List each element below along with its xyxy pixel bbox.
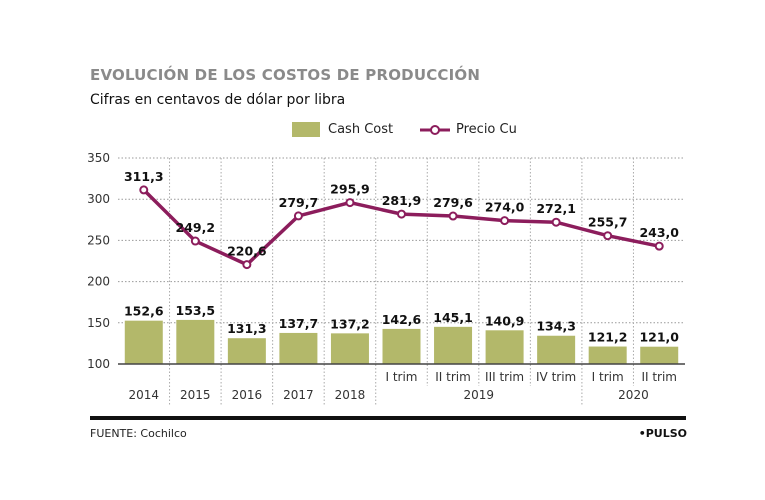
bar-cash-cost (537, 335, 576, 364)
legend-cash-cost: Cash Cost (292, 122, 393, 137)
point-precio-cu (654, 241, 664, 251)
line-data-label: 249,2 (176, 220, 216, 235)
x-tick-label: III trim (485, 370, 524, 384)
bar-cash-cost (640, 346, 679, 364)
point-precio-cu (242, 260, 252, 270)
bar-cash-cost (279, 332, 318, 364)
point-precio-cu (551, 217, 561, 227)
x-tick-label: II trim (641, 370, 677, 384)
line-data-label: 279,7 (279, 195, 319, 210)
bar-cash-cost (330, 333, 369, 364)
bar-cash-cost (124, 320, 163, 364)
point-precio-cu (500, 216, 510, 226)
line-data-label: 311,3 (124, 169, 164, 184)
y-tick-label: 350 (87, 151, 110, 165)
y-tick-label: 150 (87, 316, 110, 330)
brand-logo: •PULSO (638, 427, 687, 440)
point-precio-cu (190, 236, 200, 246)
legend-precio-cu: Precio Cu (420, 122, 517, 137)
bar-data-label: 131,3 (227, 321, 267, 336)
x-group-label: 2019 (464, 388, 495, 402)
legend-label: Cash Cost (328, 122, 394, 137)
bar-cash-cost (227, 338, 266, 364)
x-tick-label: I trim (385, 370, 417, 384)
line-data-label: 255,7 (588, 215, 628, 230)
line-data-label: 220,6 (227, 244, 267, 259)
x-tick-label: 2014 (128, 388, 159, 402)
bar-cash-cost (485, 330, 524, 364)
bar-data-label: 153,5 (176, 303, 216, 318)
bar-data-label: 145,1 (433, 310, 473, 325)
chart-subtitle: Cifras en centavos de dólar por libra (90, 92, 346, 108)
line-data-label: 295,9 (330, 182, 370, 197)
bar-data-label: 142,6 (382, 312, 422, 327)
bar-data-label: 137,7 (279, 316, 319, 331)
line-data-label: 279,6 (433, 195, 473, 210)
legend-label: Precio Cu (456, 122, 517, 137)
source-note: FUENTE: Cochilco (90, 427, 187, 440)
bar-data-label: 121,0 (639, 330, 679, 345)
x-tick-label: 2017 (283, 388, 314, 402)
bar-data-label: 152,6 (124, 304, 164, 319)
x-tick-label: 2018 (335, 388, 366, 402)
bar-data-label: 137,2 (330, 316, 370, 331)
x-tick-label: 2016 (232, 388, 263, 402)
bar-data-label: 134,3 (536, 319, 576, 334)
line-data-label: 243,0 (639, 225, 679, 240)
x-tick-label: 2015 (180, 388, 211, 402)
x-group-label: 2020 (618, 388, 649, 402)
x-tick-label: IV trim (536, 370, 576, 384)
bar-cash-cost (382, 328, 421, 364)
legend-line-marker-icon (420, 124, 450, 135)
x-tick-label: I trim (592, 370, 624, 384)
bar-data-label: 140,9 (485, 313, 525, 328)
bar-cash-cost (434, 326, 473, 364)
bar-cash-cost (588, 346, 627, 364)
y-tick-label: 200 (87, 275, 110, 289)
legend-swatch-bar (292, 122, 320, 137)
bar-data-label: 121,2 (588, 330, 628, 345)
y-tick-label: 100 (87, 357, 110, 371)
footer-rule (90, 416, 686, 420)
point-precio-cu (293, 211, 303, 221)
bar-cash-cost (176, 319, 215, 364)
line-data-label: 272,1 (536, 201, 576, 216)
point-precio-cu (603, 231, 613, 241)
point-precio-cu (345, 198, 355, 208)
x-tick-label: II trim (435, 370, 471, 384)
line-data-label: 281,9 (382, 193, 422, 208)
line-data-label: 274,0 (485, 200, 525, 215)
chart-title: EVOLUCIÓN DE LOS COSTOS DE PRODUCCIÓN (90, 66, 481, 84)
point-precio-cu (139, 185, 149, 195)
y-tick-label: 250 (87, 233, 110, 247)
y-tick-label: 300 (87, 192, 110, 206)
point-precio-cu (397, 209, 406, 219)
point-precio-cu (448, 211, 458, 221)
